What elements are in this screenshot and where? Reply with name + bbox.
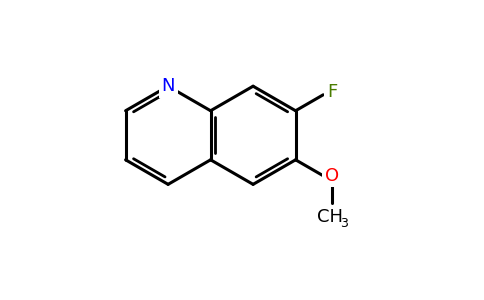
Text: N: N (161, 77, 175, 95)
Text: F: F (327, 83, 337, 101)
Text: O: O (325, 167, 339, 185)
Text: CH: CH (317, 208, 343, 226)
Text: 3: 3 (340, 218, 348, 230)
